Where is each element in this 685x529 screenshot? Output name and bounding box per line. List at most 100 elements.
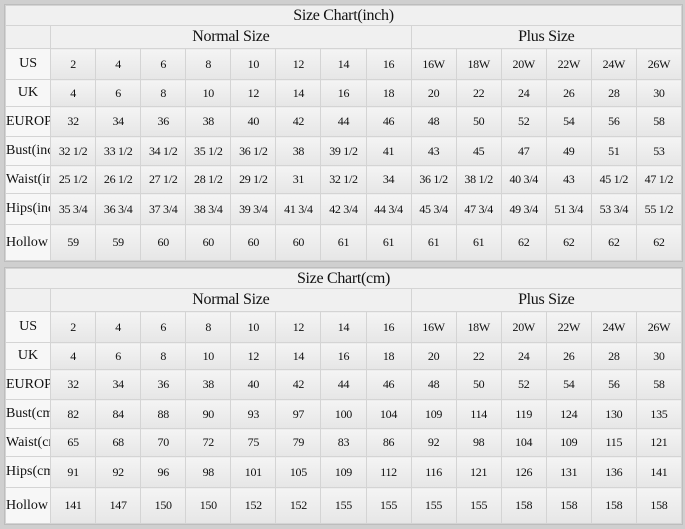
size-cell: 18: [365, 342, 412, 370]
size-cell: 155: [410, 487, 457, 524]
size-cell: 45 3/4: [410, 193, 457, 225]
size-cell: 47: [500, 136, 547, 166]
size-cell: 101: [230, 456, 277, 488]
size-cell: 39 1/2: [320, 136, 367, 166]
size-cell: 93: [230, 399, 277, 429]
size-cell: 152: [230, 487, 277, 524]
table-row: Waist(cm)6568707275798386929810410911512…: [4, 428, 683, 457]
row-label: EUROPE: [4, 369, 52, 400]
size-cell: 92: [410, 428, 457, 457]
size-cell: 75: [230, 428, 277, 457]
size-cell: 32 1/2: [50, 136, 97, 166]
size-cell: 24W: [590, 311, 637, 343]
row-label: US: [4, 311, 52, 343]
size-cell: 38 1/2: [455, 165, 502, 194]
size-cell: 12: [230, 342, 277, 370]
size-cell: 34: [365, 165, 412, 194]
table-row: UK 4 6 8 10 12 14 16 18 20 22 24 26 28 30: [4, 342, 683, 370]
size-cell: 121: [635, 428, 683, 457]
size-cell: 40: [230, 369, 277, 400]
size-cell: 62: [590, 224, 637, 261]
size-cell: 38: [275, 136, 322, 166]
size-cell: 37 3/4: [140, 193, 187, 225]
size-cell: 4: [50, 79, 97, 107]
size-cell: 14: [320, 48, 367, 80]
size-cell: 65: [50, 428, 97, 457]
size-cell: 150: [140, 487, 187, 524]
size-cell: 47 3/4: [455, 193, 502, 225]
size-cell: 31: [275, 165, 322, 194]
size-cell: 4: [50, 342, 97, 370]
size-cell: 150: [185, 487, 232, 524]
size-chart-cm: Size Chart(cm) Normal Size Plus Size US 2 4 6 8…: [4, 267, 683, 525]
size-cell: 24: [500, 79, 547, 107]
size-cell: 46: [365, 369, 412, 400]
table-row: Hips(inch)35 3/436 3/437 3/438 3/439 3/4…: [4, 193, 683, 225]
size-cell: 98: [455, 428, 502, 457]
size-cell: 6: [140, 311, 187, 343]
row-label: Bust(inch): [4, 136, 52, 166]
size-cell: 72: [185, 428, 232, 457]
size-cell: 36 1/2: [410, 165, 457, 194]
size-cell: 30: [635, 79, 683, 107]
size-cell: 14: [275, 342, 322, 370]
size-cell: 109: [320, 456, 367, 488]
size-cell: 116: [410, 456, 457, 488]
size-cell: 8: [185, 48, 232, 80]
size-cell: 124: [545, 399, 592, 429]
row-label: UK: [4, 79, 52, 107]
size-cell: 59: [50, 224, 97, 261]
size-cell: 40: [230, 106, 277, 137]
size-cell: 45: [455, 136, 502, 166]
row-label: Waist(inch): [4, 165, 52, 194]
row-label: Bust(cm): [4, 399, 52, 429]
size-cell: 16W: [410, 48, 457, 80]
size-cell: 82: [50, 399, 97, 429]
size-cell: 55 1/2: [635, 193, 683, 225]
table-title: Size Chart(cm): [5, 268, 682, 289]
table-row: Hips(cm)91929698101105109112116121126131…: [4, 456, 683, 488]
size-cell: 36 3/4: [95, 193, 142, 225]
size-cell: 16W: [410, 311, 457, 343]
size-cell: 26: [545, 342, 592, 370]
size-cell: 104: [500, 428, 547, 457]
row-label: Hollow to Floor(inch): [4, 224, 52, 261]
size-cell: 109: [545, 428, 592, 457]
size-cell: 26: [545, 79, 592, 107]
size-cell: 53 3/4: [590, 193, 637, 225]
size-cell: 90: [185, 399, 232, 429]
size-cell: 20W: [500, 48, 547, 80]
size-cell: 16: [320, 342, 367, 370]
size-cell: 44: [320, 369, 367, 400]
size-table: Size Chart(inch) Normal Size Plus Size US 2 4…: [4, 5, 683, 261]
size-cell: 135: [635, 399, 683, 429]
size-cell: 52: [500, 369, 547, 400]
size-cell: 14: [320, 311, 367, 343]
table-row: US 2 4 6 8 10 12 14 16 16W 18W 20W 22W 24W 26W: [4, 48, 683, 80]
size-cell: 35 1/2: [185, 136, 232, 166]
size-cell: 12: [230, 79, 277, 107]
size-cell: 25 1/2: [50, 165, 97, 194]
corner-cell: [4, 25, 52, 49]
size-cell: 32 1/2: [320, 165, 367, 194]
size-cell: 91: [50, 456, 97, 488]
size-cell: 24: [500, 342, 547, 370]
row-label: Hips(inch): [4, 193, 52, 225]
size-cell: 61: [365, 224, 412, 261]
size-cell: 88: [140, 399, 187, 429]
size-cell: 27 1/2: [140, 165, 187, 194]
size-cell: 54: [545, 106, 592, 137]
size-cell: 38: [185, 106, 232, 137]
size-cell: 50: [455, 369, 502, 400]
size-cell: 2: [50, 311, 97, 343]
size-cell: 4: [95, 311, 142, 343]
size-cell: 22W: [545, 48, 592, 80]
size-cell: 97: [275, 399, 322, 429]
size-cell: 119: [500, 399, 547, 429]
table-row: EUROPE3234363840424446485052545658: [4, 106, 683, 137]
size-cell: 58: [635, 106, 683, 137]
size-cell: 42: [275, 369, 322, 400]
size-cell: 100: [320, 399, 367, 429]
size-cell: 41: [365, 136, 412, 166]
size-cell: 43: [410, 136, 457, 166]
